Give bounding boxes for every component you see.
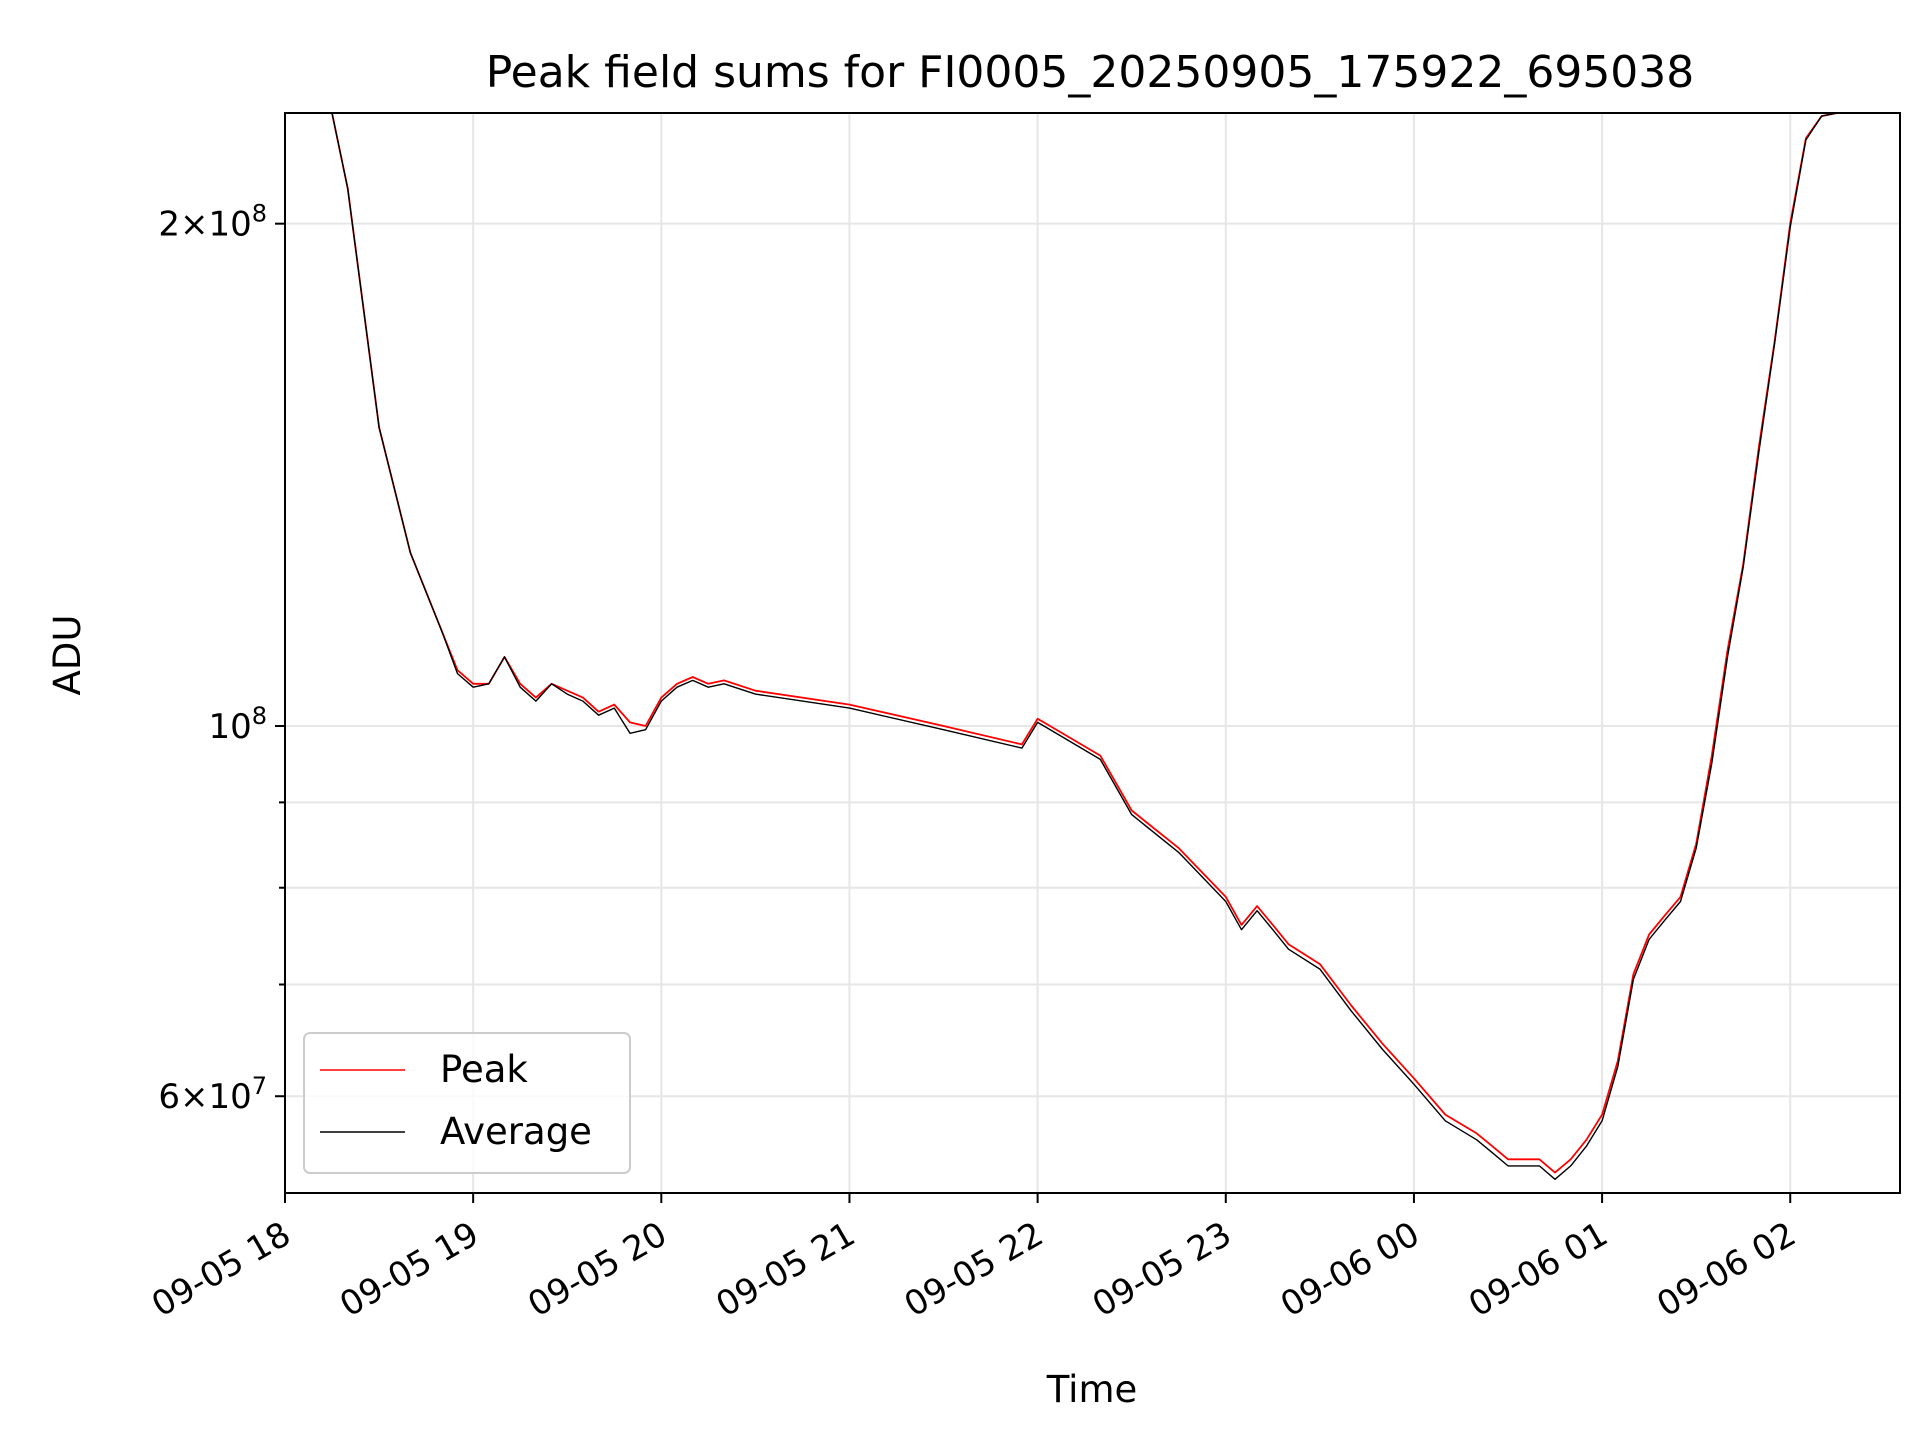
y-tick-label: 2×108 bbox=[158, 200, 267, 245]
chart-title: Peak field sums for FI0005_20250905_1759… bbox=[486, 47, 1695, 98]
legend-box bbox=[303, 1032, 631, 1174]
series-layer bbox=[285, 112, 1900, 1181]
legend: Peak Average bbox=[303, 1032, 631, 1174]
x-axis-label: Time bbox=[1046, 1368, 1138, 1411]
series-line-average bbox=[285, 112, 1900, 1181]
y-axis-label: ADU bbox=[46, 615, 89, 696]
series-line-peak bbox=[285, 112, 1900, 1174]
legend-label-average: Average bbox=[440, 1110, 592, 1153]
y-tick-label: 6×107 bbox=[158, 1072, 267, 1117]
plot-frame bbox=[284, 112, 1901, 1194]
legend-label-peak: Peak bbox=[440, 1048, 528, 1091]
